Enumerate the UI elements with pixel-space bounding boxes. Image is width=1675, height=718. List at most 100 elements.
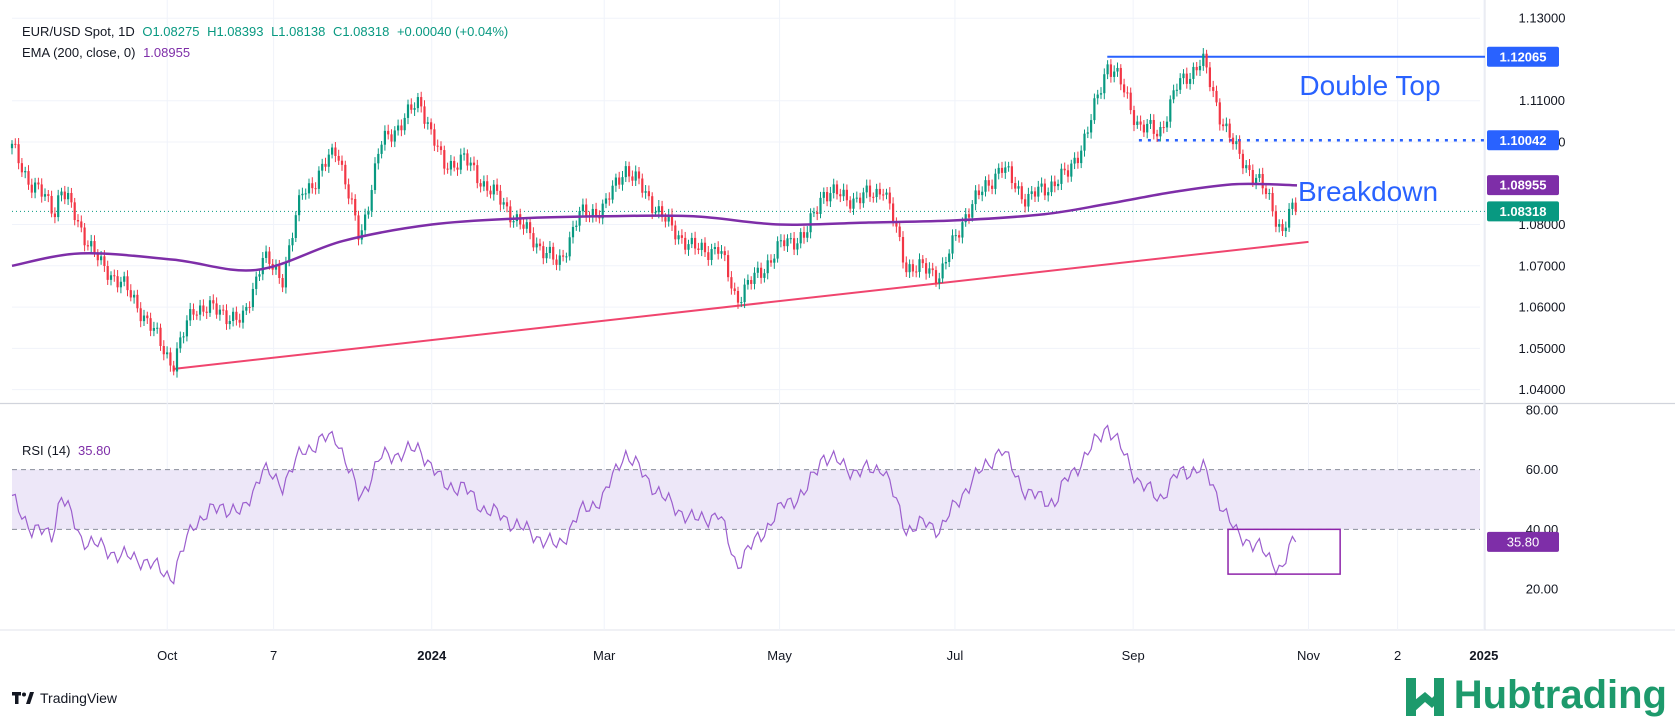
candle-body	[1066, 170, 1070, 177]
candle-body	[1169, 99, 1172, 122]
candle-body	[1017, 186, 1020, 189]
candle-body	[568, 237, 571, 257]
candle-body	[809, 213, 812, 233]
candle-body	[1109, 64, 1112, 77]
candle-body	[162, 346, 165, 355]
ema-200-line	[11, 182, 1298, 272]
candle-body	[918, 259, 921, 272]
price-label-bg	[1487, 175, 1559, 196]
candle-body	[169, 352, 172, 366]
candle-body	[327, 154, 330, 167]
candle-body	[387, 130, 390, 135]
candle-body	[1189, 78, 1192, 84]
candle-body	[1037, 186, 1040, 197]
price-label-bg	[1487, 46, 1559, 67]
candle-body	[179, 337, 182, 349]
candle-body	[420, 97, 423, 107]
candle-body	[816, 212, 819, 214]
candle-body	[1185, 73, 1188, 84]
candle-body	[773, 258, 776, 263]
candle-body	[694, 237, 697, 249]
candle-body	[24, 171, 27, 173]
candle-body	[109, 275, 113, 280]
candle-body	[822, 191, 825, 198]
candle-body	[555, 259, 558, 265]
candle-body	[1235, 141, 1238, 145]
ema-label[interactable]: EMA (200, close, 0)	[22, 45, 136, 60]
candle-body	[951, 235, 954, 254]
candle-body	[291, 238, 294, 246]
candle-body	[931, 268, 934, 271]
candle-body	[228, 321, 231, 325]
candle-body	[1208, 67, 1211, 88]
candle-body	[1047, 192, 1050, 196]
candle-body	[786, 238, 789, 247]
candle-body	[1057, 183, 1060, 187]
candle-body	[727, 255, 730, 278]
candle-body	[585, 204, 588, 217]
candle-body	[1004, 167, 1007, 173]
candle-body	[1165, 121, 1169, 128]
candle-body	[1063, 168, 1066, 171]
candle-body	[1202, 53, 1205, 66]
candle-body	[618, 177, 621, 185]
candle-body	[373, 163, 377, 191]
candle-body	[987, 180, 990, 186]
candle-body	[439, 146, 443, 151]
candle-body	[779, 240, 782, 242]
candle-body	[723, 251, 726, 256]
candle-body	[888, 192, 891, 204]
candle-body	[304, 193, 307, 195]
candle-body	[321, 163, 324, 171]
candle-body	[1086, 132, 1089, 134]
candle-body	[654, 212, 657, 214]
candle-body	[1231, 137, 1235, 145]
candle-body	[314, 188, 317, 190]
candle-body	[829, 193, 832, 202]
price-tick-label: 1.04000	[1519, 382, 1566, 397]
candle-body	[974, 190, 977, 205]
candle-body	[469, 162, 472, 166]
candle-body	[984, 180, 987, 192]
candle-body	[1027, 193, 1030, 207]
candle-body	[647, 191, 650, 197]
candle-body	[1261, 173, 1264, 189]
candle-body	[849, 200, 852, 209]
candle-body	[334, 147, 337, 156]
rsi-line	[11, 424, 1297, 585]
candle-body	[76, 220, 80, 222]
symbol-label[interactable]: EUR/USD Spot, 1D	[22, 24, 135, 39]
candle-body	[426, 122, 429, 124]
candle-body	[40, 184, 43, 197]
candle-body	[789, 238, 792, 240]
candle-body	[370, 190, 373, 211]
price-label-bg	[1487, 201, 1559, 222]
candle-body	[769, 260, 773, 263]
candle-body	[512, 221, 515, 223]
candle-body	[218, 309, 221, 315]
rsi-tick-label: 80.00	[1526, 402, 1559, 417]
candle-body	[746, 279, 749, 285]
candle-body	[195, 314, 198, 316]
candle-body	[463, 153, 466, 155]
rsi-label[interactable]: RSI (14)	[22, 443, 71, 458]
candle-body	[670, 214, 674, 226]
candle-body	[535, 243, 538, 248]
candle-body	[875, 188, 878, 198]
candle-body	[14, 143, 17, 145]
candle-body	[614, 177, 617, 186]
price-tick-label: 1.13000	[1519, 11, 1566, 26]
candle-body	[859, 197, 862, 204]
candle-body	[377, 153, 380, 164]
candle-body	[294, 215, 297, 239]
candle-body	[944, 261, 947, 264]
candle-body	[661, 206, 664, 218]
tradingview-logo[interactable]: TradingView	[12, 690, 117, 706]
candle-body	[156, 327, 159, 329]
rsi-tick-label: 20.00	[1526, 582, 1559, 597]
rsi-band	[12, 469, 1480, 530]
candle-body	[446, 168, 449, 170]
rsi-tick-label: 60.00	[1526, 462, 1559, 477]
candle-body	[1142, 124, 1145, 133]
candle-body	[1043, 183, 1046, 196]
